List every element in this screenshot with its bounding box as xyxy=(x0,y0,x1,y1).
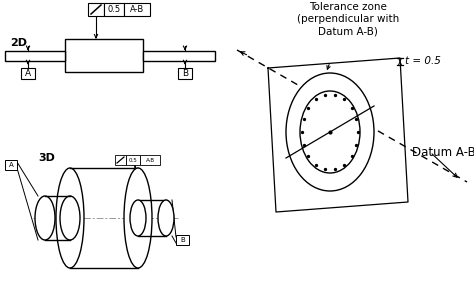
Ellipse shape xyxy=(130,200,146,236)
Bar xyxy=(126,155,140,165)
Bar xyxy=(65,39,143,72)
Bar xyxy=(5,160,17,170)
Ellipse shape xyxy=(56,168,84,268)
Text: A: A xyxy=(9,162,13,168)
Text: B: B xyxy=(182,68,188,77)
Text: A-B: A-B xyxy=(130,5,144,14)
Text: 2D: 2D xyxy=(10,38,27,48)
Text: B: B xyxy=(180,237,185,243)
Ellipse shape xyxy=(158,200,174,236)
Bar xyxy=(88,3,104,16)
Bar xyxy=(104,3,124,16)
Bar xyxy=(124,3,150,16)
Bar xyxy=(115,155,126,165)
Bar xyxy=(21,68,35,79)
Bar xyxy=(176,235,189,245)
Ellipse shape xyxy=(35,196,55,240)
Text: 3D: 3D xyxy=(38,153,55,163)
Ellipse shape xyxy=(300,91,360,173)
Text: Tolerance zone
(perpendicular with
Datum A-B): Tolerance zone (perpendicular with Datum… xyxy=(297,2,399,37)
Text: Datum A-B: Datum A-B xyxy=(412,146,474,158)
Ellipse shape xyxy=(124,168,152,268)
Text: A-B: A-B xyxy=(146,158,155,163)
Bar xyxy=(140,155,160,165)
Ellipse shape xyxy=(286,73,374,191)
Bar xyxy=(5,50,65,61)
Bar xyxy=(178,68,192,79)
Text: t = 0.5: t = 0.5 xyxy=(405,56,441,67)
Text: A: A xyxy=(25,68,31,77)
Ellipse shape xyxy=(60,196,80,240)
Bar xyxy=(143,50,215,61)
Text: 0.5: 0.5 xyxy=(128,158,137,163)
Text: 0.5: 0.5 xyxy=(108,5,120,14)
